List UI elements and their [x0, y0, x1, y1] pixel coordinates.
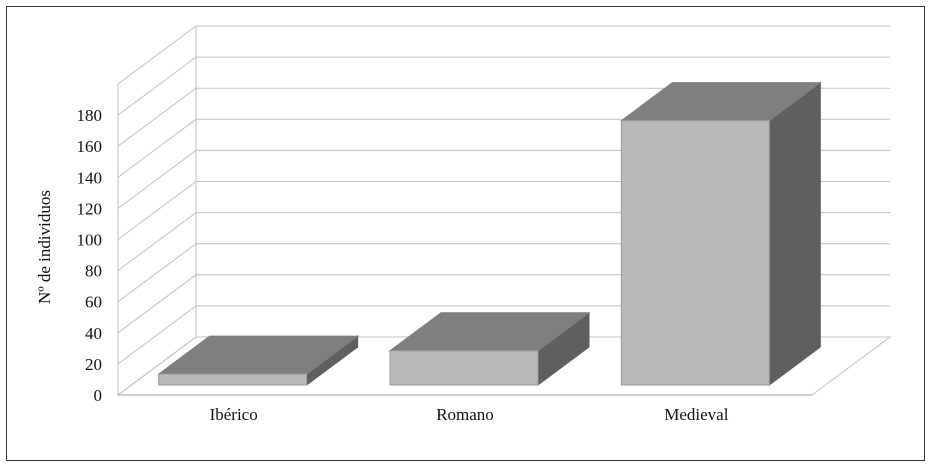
bar-side-face — [768, 81, 821, 386]
y-tick-label: 140 — [77, 168, 103, 187]
y-tick-label: 40 — [85, 324, 102, 343]
x-category-label: Ibérico — [210, 405, 258, 424]
bar — [157, 335, 360, 386]
y-tick-label: 0 — [94, 386, 103, 405]
chart-floor — [116, 336, 892, 396]
x-category-label: Romano — [436, 405, 494, 424]
bar — [619, 81, 822, 386]
y-tick-labels: 0 20 40 60 80 100 120 140 160 180 — [77, 106, 103, 405]
y-tick-label: 180 — [77, 106, 103, 125]
bars — [157, 81, 822, 386]
y-tick-label: 20 — [85, 355, 102, 374]
wall-top-edge — [117, 25, 890, 85]
bar-front-face — [158, 373, 308, 386]
x-category-labels: Ibérico Romano Medieval — [210, 405, 729, 424]
y-tick-label: 80 — [85, 262, 102, 281]
y-tick-label: 120 — [77, 199, 103, 218]
bar-front-face — [389, 350, 539, 386]
x-category-label: Medieval — [664, 405, 728, 424]
bar — [388, 311, 591, 386]
y-tick-label: 160 — [77, 137, 103, 156]
bar-front-face — [620, 120, 770, 386]
y-axis-title: Nº de individuos — [35, 190, 54, 304]
y-tick-label: 60 — [85, 293, 102, 312]
y-tick-label: 100 — [77, 231, 103, 250]
